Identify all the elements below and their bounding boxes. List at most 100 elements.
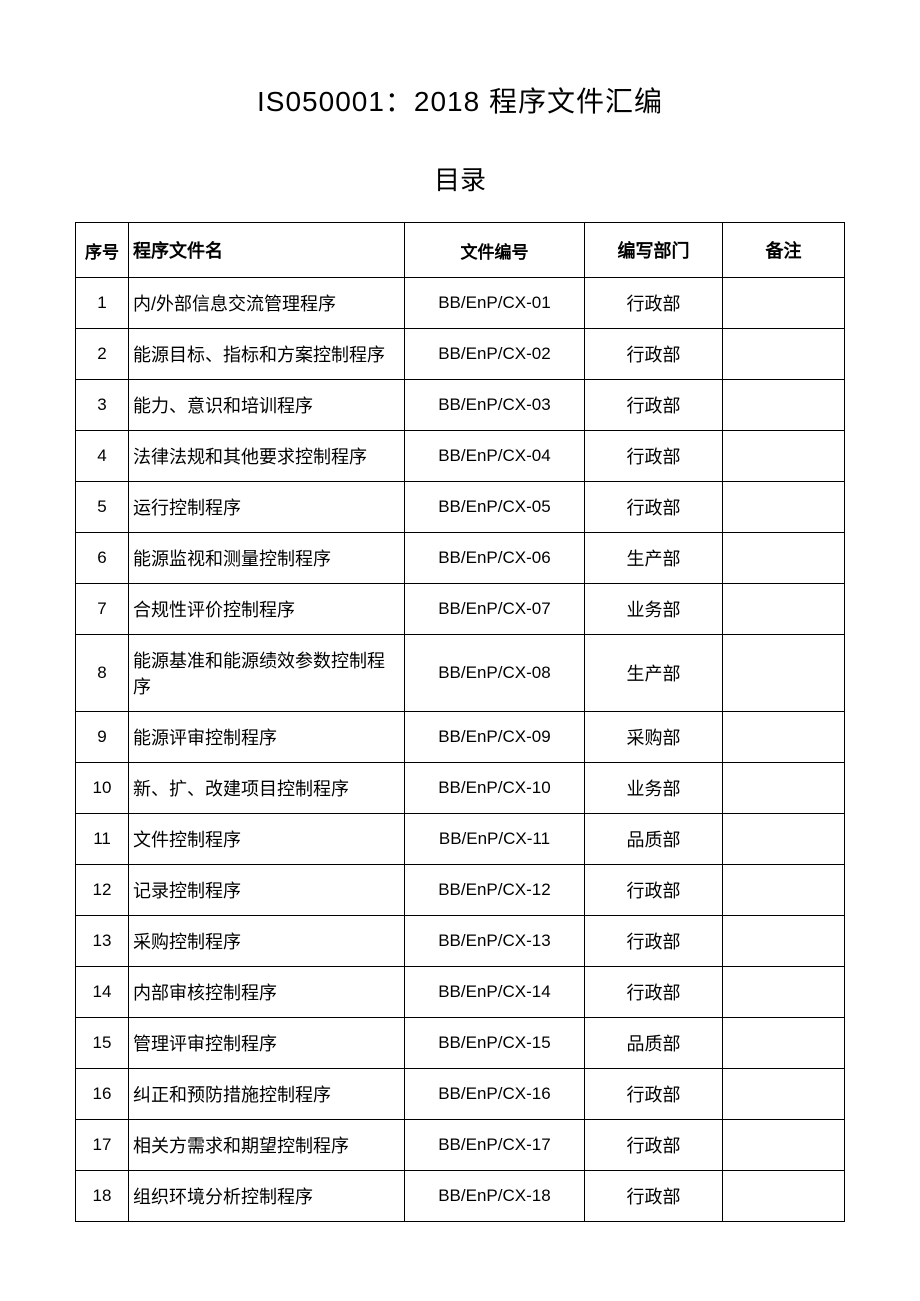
cell-remark <box>722 1018 844 1069</box>
cell-name: 文件控制程序 <box>129 814 405 865</box>
cell-seq: 14 <box>76 967 129 1018</box>
cell-name: 纠正和预防措施控制程序 <box>129 1069 405 1120</box>
cell-dept: 行政部 <box>585 482 723 533</box>
cell-code: BB/EnP/CX-12 <box>404 865 584 916</box>
cell-remark <box>722 635 844 712</box>
cell-code: BB/EnP/CX-07 <box>404 584 584 635</box>
table-row: 7合规性评价控制程序BB/EnP/CX-07业务部 <box>76 584 845 635</box>
cell-code: BB/EnP/CX-10 <box>404 763 584 814</box>
col-header-dept: 编写部门 <box>585 223 723 278</box>
cell-dept: 行政部 <box>585 1171 723 1222</box>
table-row: 4法律法规和其他要求控制程序BB/EnP/CX-04行政部 <box>76 431 845 482</box>
cell-remark <box>722 1069 844 1120</box>
table-row: 13采购控制程序BB/EnP/CX-13行政部 <box>76 916 845 967</box>
cell-remark <box>722 916 844 967</box>
cell-seq: 16 <box>76 1069 129 1120</box>
cell-dept: 采购部 <box>585 712 723 763</box>
procedure-table: 序号 程序文件名 文件编号 编写部门 备注 1内/外部信息交流管理程序BB/En… <box>75 222 845 1222</box>
table-row: 17相关方需求和期望控制程序BB/EnP/CX-17行政部 <box>76 1120 845 1171</box>
cell-name: 能源目标、指标和方案控制程序 <box>129 329 405 380</box>
table-row: 10新、扩、改建项目控制程序BB/EnP/CX-10业务部 <box>76 763 845 814</box>
cell-code: BB/EnP/CX-05 <box>404 482 584 533</box>
cell-code: BB/EnP/CX-17 <box>404 1120 584 1171</box>
cell-seq: 17 <box>76 1120 129 1171</box>
table-body: 1内/外部信息交流管理程序BB/EnP/CX-01行政部2能源目标、指标和方案控… <box>76 278 845 1222</box>
cell-seq: 8 <box>76 635 129 712</box>
cell-dept: 品质部 <box>585 1018 723 1069</box>
cell-remark <box>722 431 844 482</box>
cell-remark <box>722 712 844 763</box>
cell-dept: 行政部 <box>585 865 723 916</box>
table-row: 16纠正和预防措施控制程序BB/EnP/CX-16行政部 <box>76 1069 845 1120</box>
cell-remark <box>722 482 844 533</box>
document-subtitle: 目录 <box>75 160 845 197</box>
cell-remark <box>722 380 844 431</box>
cell-seq: 12 <box>76 865 129 916</box>
cell-name: 合规性评价控制程序 <box>129 584 405 635</box>
cell-dept: 生产部 <box>585 533 723 584</box>
cell-dept: 行政部 <box>585 1120 723 1171</box>
cell-seq: 4 <box>76 431 129 482</box>
cell-code: BB/EnP/CX-04 <box>404 431 584 482</box>
table-row: 1内/外部信息交流管理程序BB/EnP/CX-01行政部 <box>76 278 845 329</box>
table-row: 14内部审核控制程序BB/EnP/CX-14行政部 <box>76 967 845 1018</box>
cell-remark <box>722 533 844 584</box>
cell-dept: 行政部 <box>585 916 723 967</box>
col-header-remark: 备注 <box>722 223 844 278</box>
cell-remark <box>722 584 844 635</box>
cell-remark <box>722 967 844 1018</box>
cell-name: 能源监视和测量控制程序 <box>129 533 405 584</box>
cell-name: 管理评审控制程序 <box>129 1018 405 1069</box>
cell-code: BB/EnP/CX-18 <box>404 1171 584 1222</box>
cell-seq: 10 <box>76 763 129 814</box>
cell-dept: 行政部 <box>585 278 723 329</box>
table-row: 8能源基准和能源绩效参数控制程序BB/EnP/CX-08生产部 <box>76 635 845 712</box>
cell-code: BB/EnP/CX-16 <box>404 1069 584 1120</box>
cell-code: BB/EnP/CX-08 <box>404 635 584 712</box>
cell-name: 法律法规和其他要求控制程序 <box>129 431 405 482</box>
cell-code: BB/EnP/CX-14 <box>404 967 584 1018</box>
cell-name: 运行控制程序 <box>129 482 405 533</box>
col-header-code: 文件编号 <box>404 223 584 278</box>
cell-dept: 行政部 <box>585 380 723 431</box>
cell-code: BB/EnP/CX-09 <box>404 712 584 763</box>
cell-remark <box>722 865 844 916</box>
cell-seq: 7 <box>76 584 129 635</box>
cell-name: 能力、意识和培训程序 <box>129 380 405 431</box>
cell-remark <box>722 1171 844 1222</box>
cell-remark <box>722 814 844 865</box>
cell-dept: 生产部 <box>585 635 723 712</box>
table-row: 15管理评审控制程序BB/EnP/CX-15品质部 <box>76 1018 845 1069</box>
cell-code: BB/EnP/CX-11 <box>404 814 584 865</box>
cell-dept: 行政部 <box>585 329 723 380</box>
cell-name: 新、扩、改建项目控制程序 <box>129 763 405 814</box>
cell-seq: 1 <box>76 278 129 329</box>
table-row: 18组织环境分析控制程序BB/EnP/CX-18行政部 <box>76 1171 845 1222</box>
cell-seq: 15 <box>76 1018 129 1069</box>
table-row: 2能源目标、指标和方案控制程序BB/EnP/CX-02行政部 <box>76 329 845 380</box>
cell-code: BB/EnP/CX-03 <box>404 380 584 431</box>
cell-remark <box>722 329 844 380</box>
table-row: 9能源评审控制程序BB/EnP/CX-09采购部 <box>76 712 845 763</box>
cell-remark <box>722 763 844 814</box>
cell-remark <box>722 278 844 329</box>
col-header-name: 程序文件名 <box>129 223 405 278</box>
col-header-seq: 序号 <box>76 223 129 278</box>
cell-seq: 11 <box>76 814 129 865</box>
document-title: IS050001：2018 程序文件汇编 <box>75 80 845 120</box>
cell-seq: 3 <box>76 380 129 431</box>
cell-seq: 13 <box>76 916 129 967</box>
cell-code: BB/EnP/CX-13 <box>404 916 584 967</box>
cell-code: BB/EnP/CX-06 <box>404 533 584 584</box>
cell-dept: 行政部 <box>585 967 723 1018</box>
cell-name: 组织环境分析控制程序 <box>129 1171 405 1222</box>
table-row: 12记录控制程序BB/EnP/CX-12行政部 <box>76 865 845 916</box>
table-row: 3能力、意识和培训程序BB/EnP/CX-03行政部 <box>76 380 845 431</box>
table-row: 6能源监视和测量控制程序BB/EnP/CX-06生产部 <box>76 533 845 584</box>
cell-name: 记录控制程序 <box>129 865 405 916</box>
cell-dept: 行政部 <box>585 1069 723 1120</box>
cell-name: 相关方需求和期望控制程序 <box>129 1120 405 1171</box>
table-header-row: 序号 程序文件名 文件编号 编写部门 备注 <box>76 223 845 278</box>
cell-code: BB/EnP/CX-01 <box>404 278 584 329</box>
cell-name: 能源基准和能源绩效参数控制程序 <box>129 635 405 712</box>
